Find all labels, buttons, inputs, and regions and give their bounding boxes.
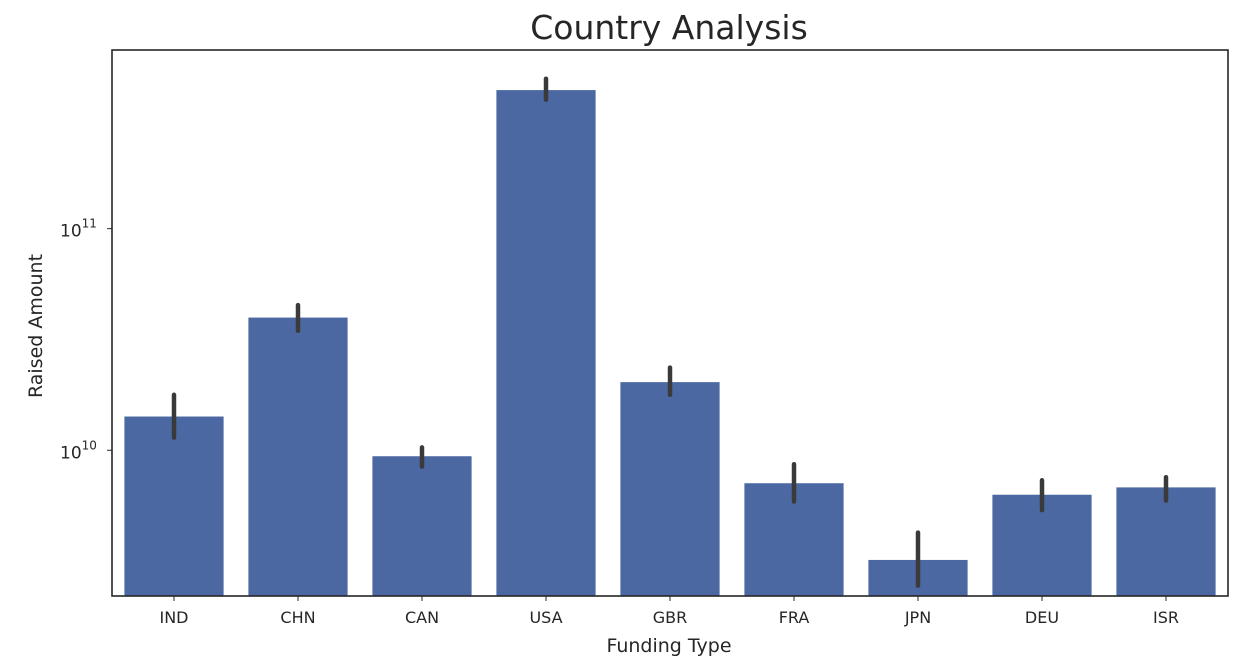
bar-usa bbox=[496, 90, 596, 596]
x-tick-label-ind: IND bbox=[159, 608, 188, 627]
bar-gbr bbox=[620, 382, 720, 596]
bars-group bbox=[124, 90, 1216, 596]
y-tick-label: 1010 bbox=[60, 438, 97, 463]
x-tick-label-fra: FRA bbox=[779, 608, 810, 627]
x-tick-label-can: CAN bbox=[405, 608, 439, 627]
x-ticks-group: IND CHN CAN USA GBR FRA JPN DEU ISR bbox=[159, 596, 1179, 627]
chart-title: Country Analysis bbox=[530, 8, 808, 47]
x-tick-label-gbr: GBR bbox=[653, 608, 688, 627]
x-tick-label-chn: CHN bbox=[280, 608, 315, 627]
bar-ind bbox=[124, 416, 224, 596]
x-tick-label-usa: USA bbox=[529, 608, 562, 627]
y-tick-label: 1011 bbox=[60, 217, 97, 242]
x-tick-label-jpn: JPN bbox=[904, 608, 931, 627]
y-ticks-group: 1010 1011 bbox=[60, 217, 112, 463]
x-axis-label: Funding Type bbox=[606, 635, 731, 657]
bar-can bbox=[372, 456, 472, 596]
bar-isr bbox=[1116, 487, 1216, 596]
x-tick-label-isr: ISR bbox=[1153, 608, 1179, 627]
bar-chn bbox=[248, 317, 348, 596]
y-axis-label: Raised Amount bbox=[25, 254, 47, 398]
error-bars-group bbox=[171, 76, 1169, 588]
x-tick-label-deu: DEU bbox=[1025, 608, 1059, 627]
